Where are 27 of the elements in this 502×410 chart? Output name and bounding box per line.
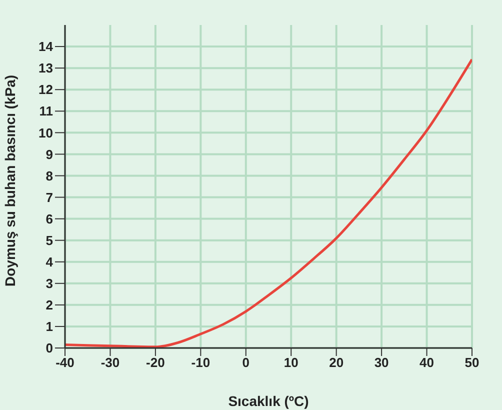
y-tick-label: 6: [46, 211, 53, 226]
y-axis-title: Doymuş su buhan basıncı (kPa): [2, 74, 18, 286]
y-tick-label: 1: [46, 319, 53, 334]
y-tick-label: 12: [38, 82, 53, 98]
x-tick-label: -30: [100, 355, 120, 370]
x-tick-label: -10: [191, 355, 210, 370]
x-tick-label: -40: [56, 355, 74, 370]
x-tick-label: 30: [374, 355, 389, 370]
x-axis-title: Sıcaklık (ºC): [228, 393, 309, 409]
x-tick-label: 20: [329, 355, 344, 370]
y-tick-label: 7: [46, 190, 53, 205]
x-tick-label: 10: [284, 355, 298, 370]
x-tick-label: 40: [420, 355, 434, 370]
y-tick-label: 4: [46, 254, 54, 270]
x-tick-label: 0: [242, 355, 250, 370]
y-tick-label: 0: [46, 340, 53, 356]
y-tick-label: 2: [46, 298, 53, 313]
x-tick-label: 50: [464, 355, 480, 370]
y-tick-label: 3: [46, 276, 53, 292]
x-tick-label: -20: [146, 355, 165, 370]
y-tick-label: 5: [46, 232, 53, 248]
y-tick-label: 10: [38, 125, 53, 140]
y-tick-label: 8: [46, 168, 53, 184]
y-tick-label: 13: [38, 60, 53, 76]
y-tick-label: 11: [39, 104, 53, 119]
y-tick-label: 14: [38, 39, 54, 54]
y-tick-label: 9: [46, 146, 53, 162]
